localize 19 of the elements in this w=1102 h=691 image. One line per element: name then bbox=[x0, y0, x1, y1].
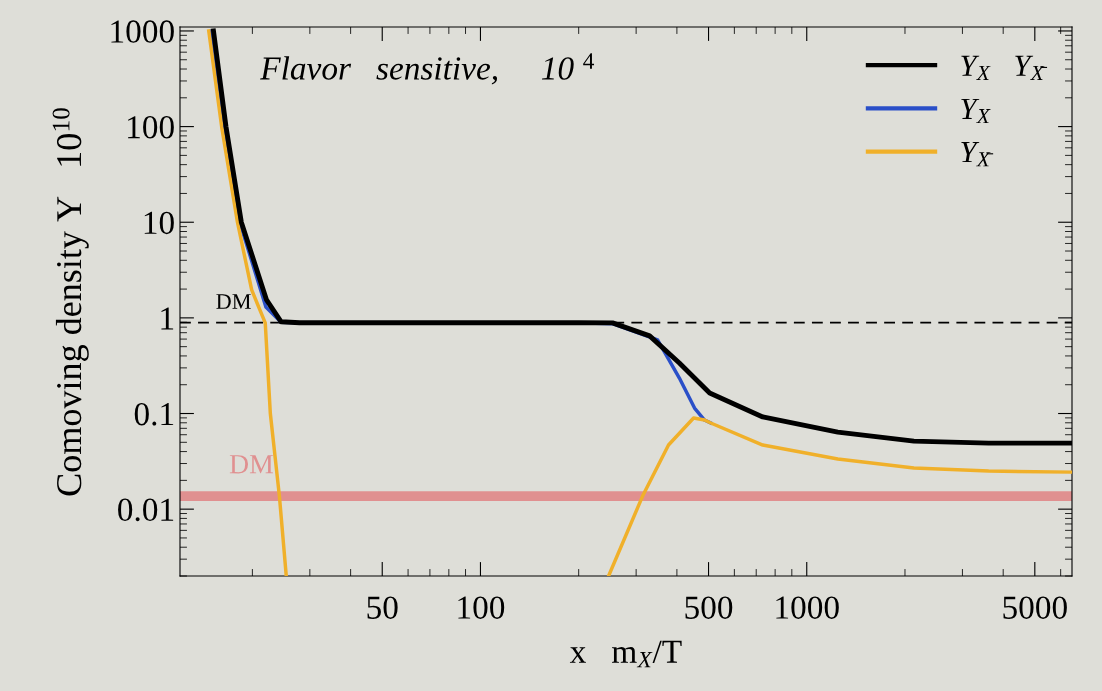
y-axis-title: Comoving density Y 10$^{10}$ bbox=[52, 108, 89, 496]
x-tick-label: 1000 bbox=[776, 596, 839, 619]
y-tick-label: 1000 bbox=[111, 20, 174, 43]
ref-line-label: DM bbox=[229, 455, 273, 474]
y-tick-label: 0.01 bbox=[118, 498, 174, 522]
y-tick-label: 100 bbox=[128, 116, 174, 139]
x-tick-label: 500 bbox=[685, 596, 733, 619]
annotation: Flavor sensitive, 10 $^{4}$ bbox=[260, 53, 595, 85]
y-tick-label: 1 bbox=[161, 307, 174, 330]
legend-label: Y$_{X̄}$ bbox=[961, 142, 994, 167]
legend-label: Y$_{X}$ bbox=[961, 98, 991, 124]
ref-line-label: DM bbox=[216, 294, 251, 309]
legend-label: Y$_{X}$ Y$_{X̄}$ bbox=[961, 55, 1048, 80]
x-axis-title: x m$_{X}$/T bbox=[569, 640, 682, 668]
y-tick-label: 0.1 bbox=[134, 402, 174, 426]
y-tick-label: 10 bbox=[144, 211, 174, 235]
x-tick-label: 5000 bbox=[1003, 596, 1067, 619]
x-tick-label: 100 bbox=[458, 596, 505, 619]
x-tick-label: 50 bbox=[367, 596, 398, 619]
